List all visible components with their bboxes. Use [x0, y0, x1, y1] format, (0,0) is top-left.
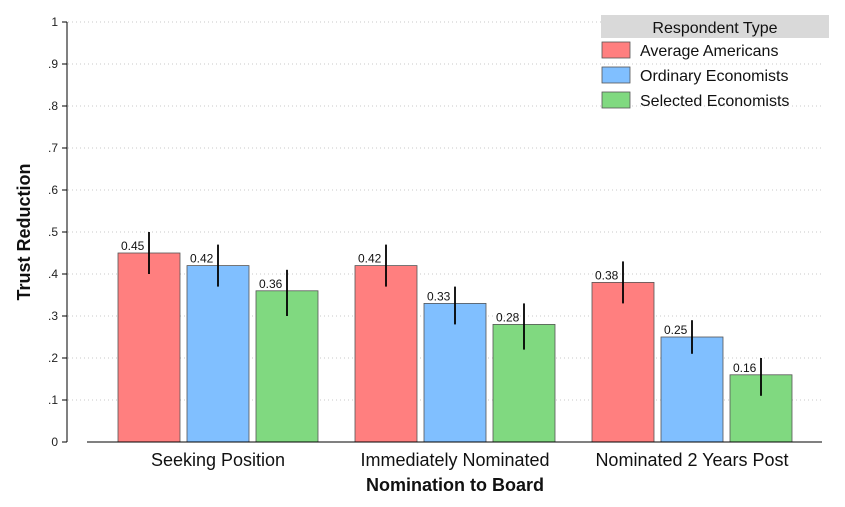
x-axis-title: Nomination to Board [366, 475, 544, 495]
data-label: 0.42 [190, 252, 214, 266]
data-label: 0.38 [595, 268, 619, 282]
data-label: 0.45 [121, 239, 145, 253]
x-tick-labels: Seeking Position Immediately Nominated Nom… [151, 450, 789, 470]
data-label: 0.42 [358, 252, 382, 266]
y-tick-label: .9 [48, 57, 58, 71]
y-tick-label: .5 [48, 225, 58, 239]
y-ticks: 0 .1 .2 .3 .4 .5 .6 .7 .8 .9 1 [48, 15, 67, 449]
bar [354, 265, 418, 443]
legend-label: Selected Economists [640, 93, 789, 110]
legend-title: Respondent Type [652, 20, 777, 37]
legend-swatch [601, 66, 631, 84]
y-tick-label: .8 [48, 99, 58, 113]
error-bars [148, 232, 762, 396]
legend-title-background [601, 15, 829, 38]
data-labels: 0.45 0.42 0.38 0.42 0.33 0.25 0.36 0.28 0.16 [121, 239, 757, 375]
data-label: 0.36 [259, 277, 283, 291]
data-label: 0.28 [496, 310, 520, 324]
y-tick-label: .2 [48, 351, 58, 365]
legend: Respondent Type Average Americans Ordinar… [601, 15, 829, 110]
bar [660, 336, 724, 443]
y-tick-label: .6 [48, 183, 58, 197]
data-label: 0.33 [427, 289, 451, 303]
legend-label: Average Americans [640, 43, 778, 60]
y-tick-label: 1 [51, 15, 58, 29]
y-tick-label: .7 [48, 141, 58, 155]
y-tick-label: .4 [48, 267, 58, 281]
y-tick-label: .3 [48, 309, 58, 323]
bar [591, 281, 655, 443]
y-tick-label: 0 [51, 435, 58, 449]
x-tick-label: Immediately Nominated [360, 450, 549, 470]
x-tick-label: Seeking Position [151, 450, 285, 470]
legend-swatch [601, 41, 631, 59]
bar [423, 302, 487, 443]
bar [117, 252, 181, 443]
legend-label: Ordinary Economists [640, 68, 789, 85]
x-tick-label: Nominated 2 Years Post [595, 450, 788, 470]
bars [117, 252, 793, 443]
legend-items: Average Americans Ordinary Economists Sele… [601, 41, 789, 110]
legend-swatch [601, 91, 631, 109]
y-tick-label: .1 [48, 393, 58, 407]
y-axis-title: Trust Reduction [14, 163, 34, 300]
data-label: 0.25 [664, 323, 688, 337]
data-label: 0.16 [733, 361, 757, 375]
bar [186, 265, 250, 443]
